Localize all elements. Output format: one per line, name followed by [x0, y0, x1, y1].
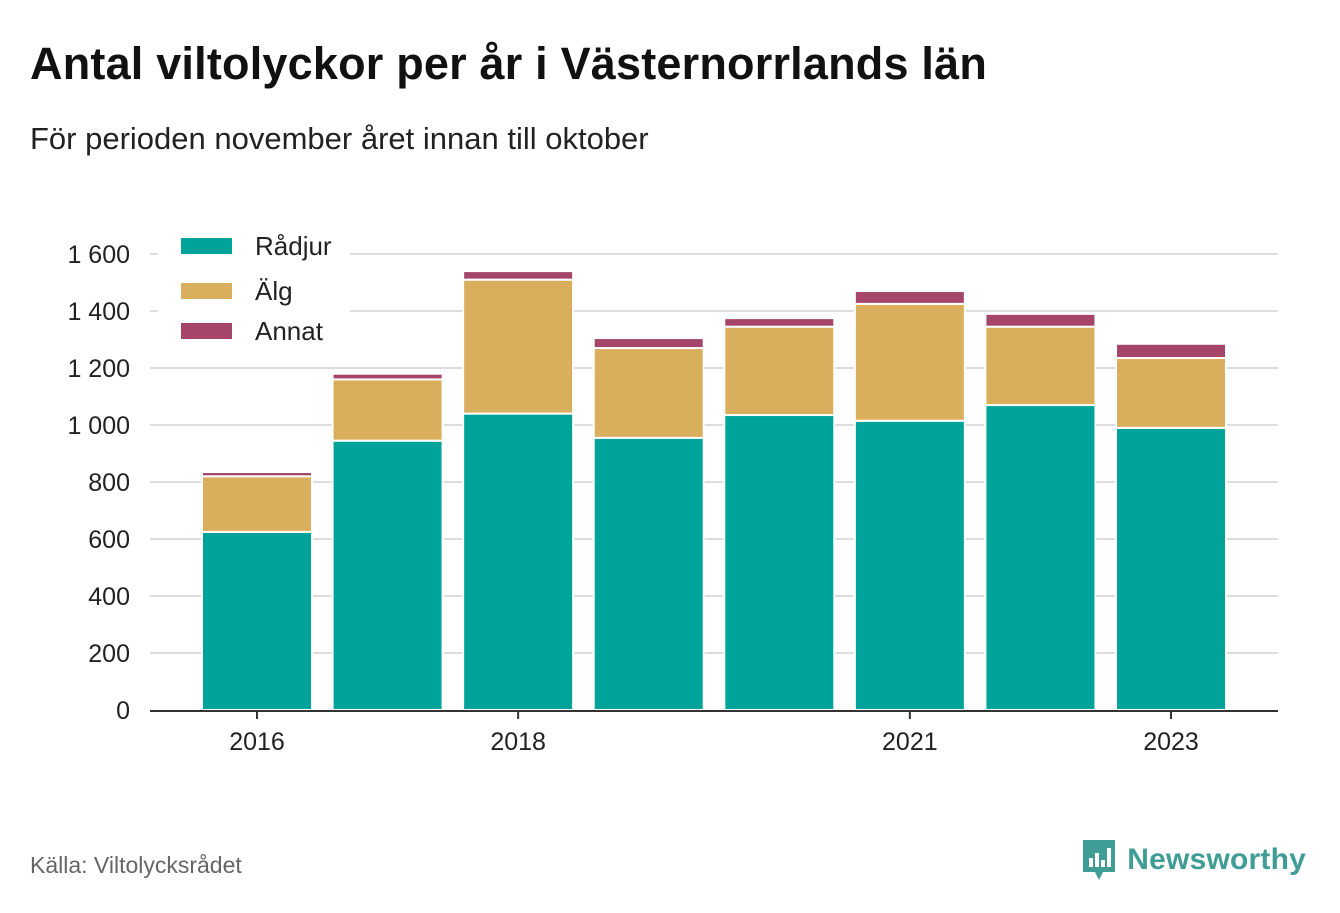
bar-segment[interactable] — [201, 530, 313, 711]
bar-segment[interactable] — [592, 347, 705, 439]
x-tick-label: 2016 — [229, 728, 285, 756]
y-tick-label: 400 — [88, 583, 130, 611]
y-tick-label: 1 400 — [67, 298, 130, 326]
bar-segment[interactable] — [201, 471, 313, 478]
legend-label: Annat — [255, 316, 324, 346]
y-tick-label: 200 — [88, 640, 130, 668]
bar-segment[interactable] — [723, 414, 836, 711]
x-tick-label: 2021 — [882, 728, 938, 756]
bar-segment[interactable] — [853, 302, 966, 422]
source-note: Källa: Viltolycksrådet — [30, 852, 242, 878]
bar-segment[interactable] — [1115, 426, 1227, 711]
y-tick-label: 1 200 — [67, 355, 130, 383]
bar-segment[interactable] — [723, 317, 836, 328]
y-tick-label: 0 — [116, 697, 130, 725]
legend-label: Älg — [255, 276, 293, 306]
bar-segment[interactable] — [1115, 342, 1227, 360]
bar-segment[interactable] — [984, 404, 1097, 711]
chart-title: Antal viltolyckor per år i Västernorrlan… — [30, 38, 988, 89]
legend-item[interactable]: Annat — [181, 316, 324, 346]
bar-segment[interactable] — [592, 436, 705, 711]
y-tick-label: 1 600 — [67, 241, 130, 269]
brand-name: Newsworthy — [1127, 843, 1306, 876]
bar-segment[interactable] — [984, 312, 1097, 328]
bar-segment[interactable] — [331, 439, 444, 711]
y-tick-label: 1 000 — [67, 412, 130, 440]
legend-item[interactable]: Älg — [181, 276, 293, 306]
x-tick-label: 2018 — [490, 728, 546, 756]
bar-segment[interactable] — [853, 290, 966, 305]
bar-segment[interactable] — [462, 278, 575, 415]
x-tick-label: 2023 — [1143, 728, 1199, 756]
legend-swatch — [181, 323, 232, 339]
bar-segment[interactable] — [853, 419, 966, 711]
x-axis-tick-labels: 2016 2018 2021 2023 — [229, 712, 1199, 756]
bars — [201, 270, 1227, 711]
brand[interactable]: Newsworthy — [1081, 838, 1306, 882]
bar-segment[interactable] — [1115, 357, 1227, 429]
y-tick-label: 800 — [88, 469, 130, 497]
legend-swatch — [181, 283, 232, 299]
bar-segment[interactable] — [592, 337, 705, 350]
legend-label: Rådjur — [255, 231, 332, 261]
bar-segment[interactable] — [201, 475, 313, 533]
y-axis-tick-labels: 0 200 400 600 800 1 000 1 200 1 400 1 600 — [67, 241, 130, 725]
bar-segment[interactable] — [723, 325, 836, 417]
legend-swatch — [181, 238, 232, 254]
legend[interactable]: Rådjur Älg Annat — [158, 228, 350, 353]
bar-segment[interactable] — [462, 412, 575, 711]
bar-segment[interactable] — [984, 325, 1097, 407]
newsworthy-logo-icon — [1083, 840, 1116, 880]
bar-segment[interactable] — [331, 372, 444, 381]
chart-subtitle: För perioden november året innan till ok… — [30, 121, 649, 156]
bar-segment[interactable] — [462, 270, 575, 281]
legend-item[interactable]: Rådjur — [181, 231, 332, 261]
bar-segment[interactable] — [331, 378, 444, 442]
y-tick-label: 600 — [88, 526, 130, 554]
